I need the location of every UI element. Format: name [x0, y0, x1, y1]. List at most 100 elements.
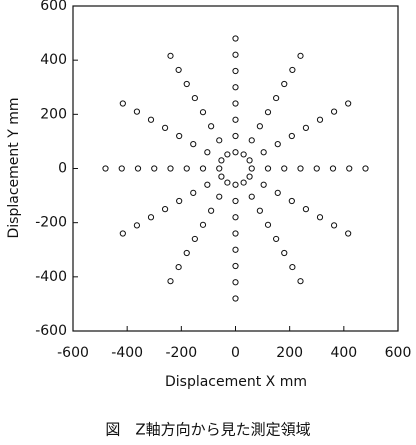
point	[176, 197, 183, 205]
point	[147, 214, 155, 221]
point	[232, 35, 239, 42]
point	[118, 165, 125, 172]
point	[190, 141, 197, 148]
point	[313, 165, 320, 172]
point	[208, 123, 215, 130]
point	[232, 100, 239, 107]
point	[216, 165, 223, 172]
point	[161, 206, 169, 213]
point	[232, 246, 239, 253]
point	[232, 116, 239, 123]
point	[330, 222, 338, 229]
point	[232, 214, 239, 221]
point	[302, 206, 310, 213]
point	[216, 193, 223, 200]
point	[246, 157, 253, 164]
x-tick-label: 200	[276, 345, 303, 361]
point	[288, 197, 295, 205]
x-tick-label: 600	[385, 345, 412, 361]
point	[199, 221, 207, 228]
point	[302, 124, 310, 131]
x-tick-label: 400	[330, 345, 357, 361]
point	[102, 165, 109, 172]
point	[246, 173, 253, 180]
y-tick-label: -600	[35, 323, 67, 339]
x-tick-label: -600	[57, 345, 89, 361]
point	[183, 80, 190, 88]
point	[204, 149, 211, 156]
point	[281, 165, 288, 172]
point	[297, 52, 304, 59]
point	[133, 108, 141, 115]
x-tick-label: 0	[231, 345, 240, 361]
point	[288, 132, 295, 140]
y-tick-label: 200	[40, 106, 67, 122]
point	[248, 137, 255, 144]
point	[274, 189, 281, 196]
point	[232, 84, 239, 91]
point	[362, 165, 369, 172]
point	[264, 221, 272, 228]
point	[273, 235, 280, 243]
point	[199, 109, 207, 116]
point	[273, 94, 280, 102]
point	[134, 165, 142, 172]
point	[240, 151, 247, 158]
point	[183, 165, 190, 172]
point	[256, 207, 263, 214]
point	[167, 278, 174, 285]
point	[232, 279, 239, 286]
point	[218, 173, 225, 180]
point	[329, 165, 337, 172]
point	[119, 100, 126, 107]
caption: 図 Z軸方向から見た測定領域	[105, 421, 310, 439]
point	[316, 116, 324, 123]
x-axis-label: Displacement X mm	[165, 374, 307, 390]
point	[232, 149, 239, 156]
point	[289, 263, 296, 271]
y-tick-label: 400	[40, 52, 67, 68]
point	[216, 137, 223, 144]
point	[232, 181, 239, 188]
point	[264, 165, 272, 172]
point	[248, 165, 255, 172]
point	[191, 94, 198, 102]
point	[316, 214, 324, 221]
plot-frame	[72, 5, 399, 332]
point	[232, 295, 239, 302]
y-axis-label: Displacement Y mm	[6, 98, 22, 239]
y-tick-label: -200	[35, 215, 67, 231]
point	[330, 108, 338, 115]
point	[232, 132, 239, 140]
point	[175, 66, 182, 74]
point	[175, 263, 182, 271]
point	[248, 193, 255, 200]
point	[260, 181, 267, 188]
point	[256, 123, 263, 130]
point	[208, 207, 215, 214]
point	[183, 249, 190, 257]
y-tick-label: 0	[58, 161, 67, 177]
point	[346, 165, 353, 172]
point	[218, 157, 225, 164]
point	[281, 249, 288, 257]
point	[161, 124, 169, 131]
point	[119, 230, 126, 237]
point	[167, 52, 174, 59]
point	[232, 197, 239, 205]
point	[345, 100, 352, 107]
point	[289, 66, 296, 74]
point	[204, 181, 211, 188]
point	[151, 165, 158, 172]
point	[260, 149, 267, 156]
point	[147, 116, 155, 123]
y-tick-label: 600	[40, 0, 67, 14]
point	[297, 165, 304, 172]
point	[274, 141, 281, 148]
point	[345, 230, 352, 237]
point	[232, 67, 239, 75]
point	[190, 189, 197, 196]
point	[167, 165, 174, 172]
point	[240, 179, 247, 186]
